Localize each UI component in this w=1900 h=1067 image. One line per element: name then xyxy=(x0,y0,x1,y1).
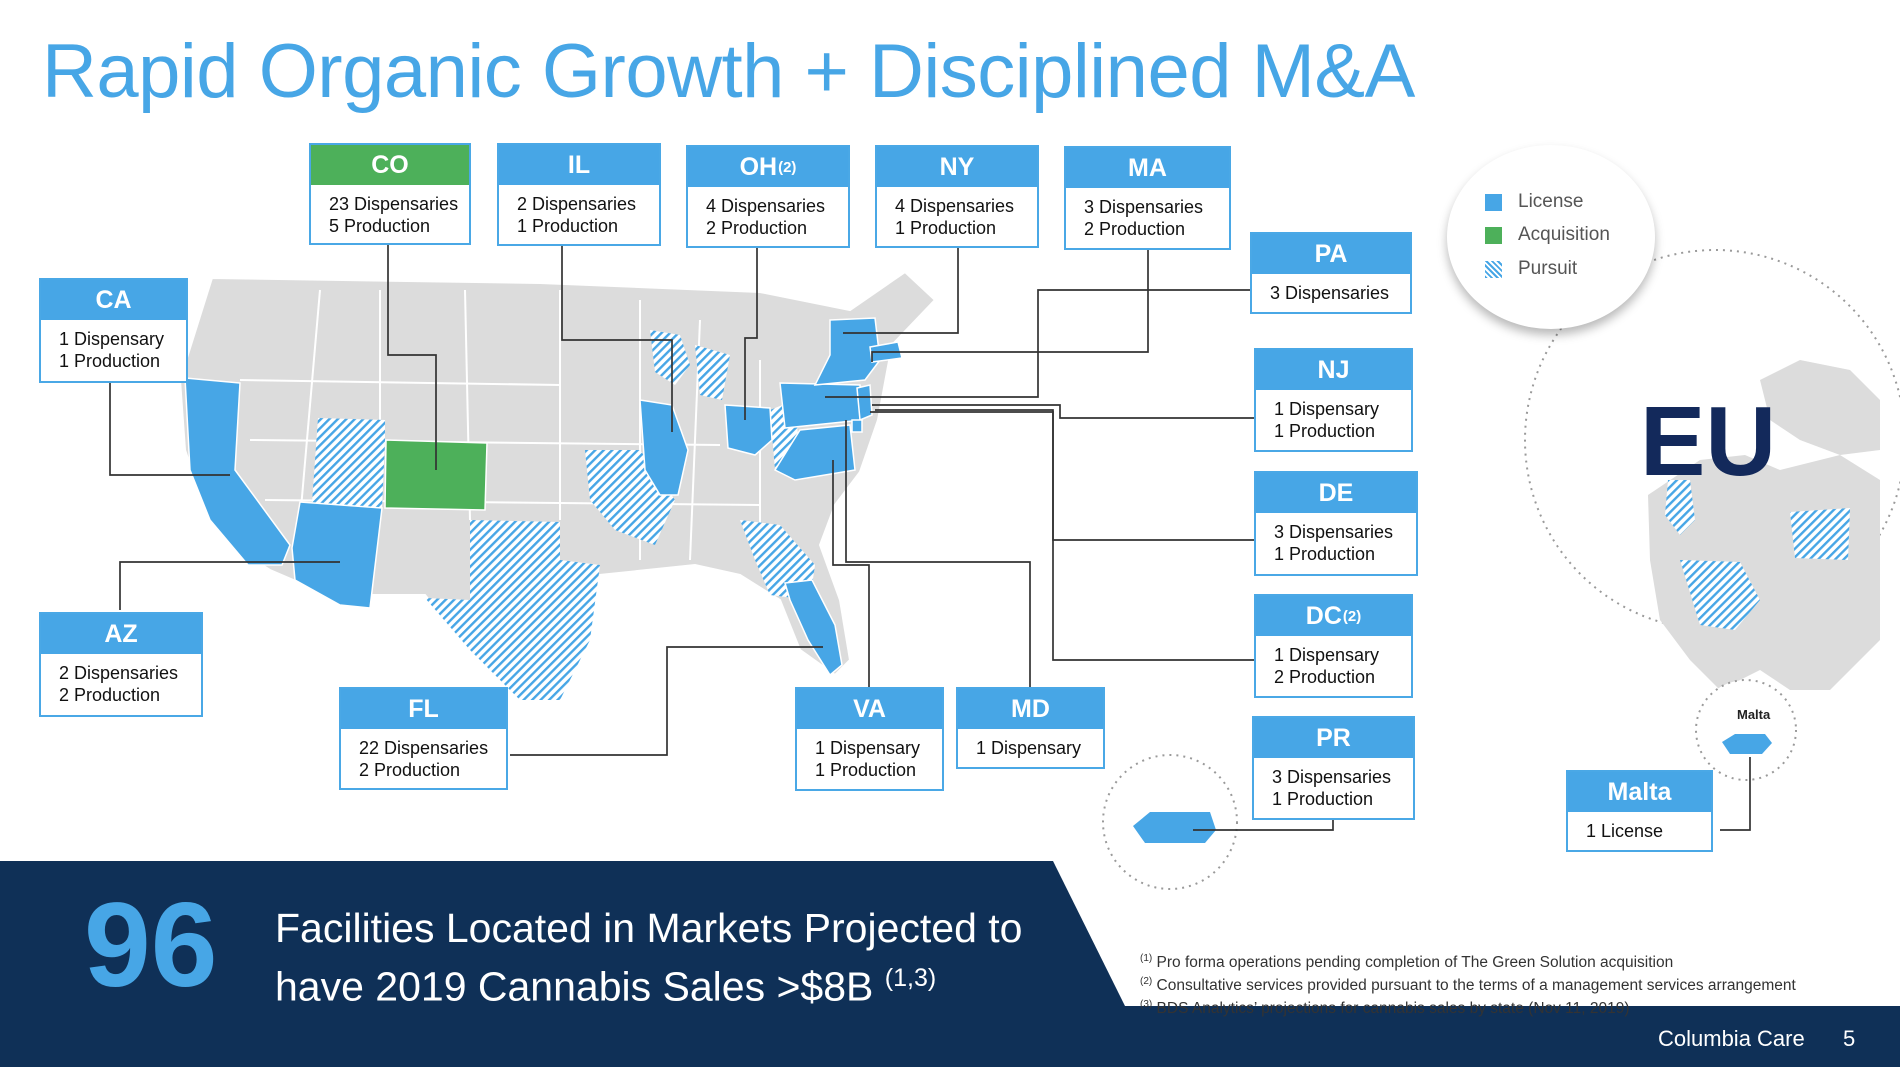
state-card-az: AZ 2 Dispensaries 2 Production xyxy=(39,612,203,717)
eu-label: EU xyxy=(1640,386,1777,496)
state-card-ma: MA 3 Dispensaries 2 Production xyxy=(1064,146,1231,250)
state-card-il: IL 2 Dispensaries 1 Production xyxy=(497,143,661,246)
state-card-line: 2 Production xyxy=(359,760,461,780)
state-card-line: 3 Dispensaries xyxy=(1084,197,1204,217)
license-states xyxy=(184,317,903,677)
state-card-line: 1 Production xyxy=(895,218,997,238)
state-card-va: VA 1 Dispensary 1 Production xyxy=(795,687,944,791)
state-card-pa: PA 3 Dispensaries xyxy=(1250,232,1412,314)
state-card-line: 1 Production xyxy=(1274,544,1376,564)
state-card-md: MD 1 Dispensary xyxy=(956,687,1105,769)
state-nj xyxy=(856,384,873,422)
footnote-1: (1) Pro forma operations pending complet… xyxy=(1140,953,1674,972)
page-number: 5 xyxy=(1843,1026,1856,1051)
pr-shape xyxy=(1133,812,1216,843)
state-card-title: PR xyxy=(1254,718,1413,758)
footnote-2: (2) Consultative services provided pursu… xyxy=(1140,976,1796,995)
facility-count: 96 xyxy=(84,878,218,1012)
state-ca xyxy=(184,377,291,566)
state-card-line: 2 Production xyxy=(1084,219,1186,239)
state-card-ny: NY 4 Dispensaries 1 Production xyxy=(875,145,1039,248)
footnote-3: (3) BDS Analytics’ projections for canna… xyxy=(1140,999,1630,1018)
state-card-title: DC (2) xyxy=(1256,596,1411,636)
connector-lines xyxy=(109,244,1751,831)
state-card-fl: FL 22 Dispensaries 2 Production xyxy=(339,687,508,790)
state-card-line: 4 Dispensaries xyxy=(895,196,1015,216)
state-card-title: PA xyxy=(1252,234,1410,274)
malta-shape xyxy=(1722,734,1772,754)
state-card-title: AZ xyxy=(41,614,201,654)
state-card-line: 1 Production xyxy=(815,760,917,780)
state-card-title: IL xyxy=(499,145,659,185)
state-card-title: CO xyxy=(311,145,469,185)
footnotes: (1) Pro forma operations pending complet… xyxy=(1140,949,1796,1018)
state-card-nj: NJ 1 Dispensary 1 Production xyxy=(1254,348,1413,452)
stat-text: Facilities Located in Markets Projected … xyxy=(275,905,1023,1010)
license-swatch-icon xyxy=(1485,193,1502,211)
state-card-title: NJ xyxy=(1256,350,1411,390)
map-legend: License Acquisition Pursuit xyxy=(1447,145,1655,329)
state-card-title: Malta xyxy=(1568,772,1711,812)
state-card-line: 2 Dispensaries xyxy=(517,194,637,214)
state-card-de: DE 3 Dispensaries 1 Production xyxy=(1254,471,1418,576)
state-card-line: 5 Production xyxy=(329,216,431,236)
state-card-line: 3 Dispensaries xyxy=(1270,283,1390,303)
state-card-title: FL xyxy=(341,689,506,729)
state-card-title: MA xyxy=(1066,148,1229,188)
state-card-dc: DC (2) 1 Dispensary 2 Production xyxy=(1254,594,1413,698)
state-card-line: 1 Dispensary xyxy=(976,738,1082,758)
pursuit-swatch-icon xyxy=(1485,260,1502,278)
state-card-line: 3 Dispensaries xyxy=(1272,767,1392,787)
state-oh xyxy=(724,404,773,456)
state-card-title: DE xyxy=(1256,473,1416,513)
eu-region xyxy=(1524,249,1900,690)
state-card-pr: PR 3 Dispensaries 1 Production xyxy=(1252,716,1415,820)
state-card-line: 1 Dispensary xyxy=(815,738,921,758)
state-card-line: 1 Dispensary xyxy=(1274,399,1380,419)
state-card-line: 23 Dispensaries xyxy=(329,194,459,214)
state-card-title: MD xyxy=(958,689,1103,729)
state-card-line: 4 Dispensaries xyxy=(706,196,826,216)
state-card-line: 1 License xyxy=(1586,821,1664,841)
state-va xyxy=(773,424,856,481)
state-card-line: 2 Dispensaries xyxy=(59,663,179,683)
brand-name: Columbia Care xyxy=(1658,1026,1805,1051)
state-card-line: 1 Production xyxy=(59,351,161,371)
state-card-line: 1 Dispensary xyxy=(59,329,165,349)
state-fl xyxy=(784,579,843,677)
acquisition-swatch-icon xyxy=(1485,226,1502,244)
state-card-title: OH (2) xyxy=(688,147,848,187)
state-card-title: VA xyxy=(797,689,942,729)
stat-banner xyxy=(0,861,1125,1006)
state-card-title: CA xyxy=(41,280,186,320)
state-card-oh: OH (2) 4 Dispensaries 2 Production xyxy=(686,145,850,248)
state-ny xyxy=(813,317,881,386)
state-card-line: 3 Dispensaries xyxy=(1274,522,1394,542)
state-card-line: 1 Production xyxy=(517,216,619,236)
state-card-line: 22 Dispensaries xyxy=(359,738,489,758)
state-card-malta: Malta 1 License xyxy=(1566,770,1713,852)
state-card-co: CO 23 Dispensaries 5 Production xyxy=(309,143,471,245)
state-az xyxy=(291,501,383,609)
state-de xyxy=(851,419,863,433)
state-pa xyxy=(779,382,863,429)
legend-acquisition: Acquisition xyxy=(1485,224,1610,246)
state-card-line: 2 Production xyxy=(59,685,161,705)
page-title: Rapid Organic Growth + Disciplined M&A xyxy=(42,29,1415,114)
state-card-line: 1 Dispensary xyxy=(1274,645,1380,665)
state-card-ca: CA 1 Dispensary 1 Production xyxy=(39,278,188,383)
legend-pursuit: Pursuit xyxy=(1485,258,1577,280)
state-card-line: 1 Production xyxy=(1274,421,1376,441)
state-card-line: 2 Production xyxy=(706,218,808,238)
state-card-title: NY xyxy=(877,147,1037,187)
state-card-line: 2 Production xyxy=(1274,667,1376,687)
state-co xyxy=(384,439,488,511)
state-card-line: 1 Production xyxy=(1272,789,1374,809)
legend-license: License xyxy=(1485,191,1584,213)
bottom-bar xyxy=(0,1006,1900,1067)
malta-map-label: Malta xyxy=(1737,707,1771,722)
